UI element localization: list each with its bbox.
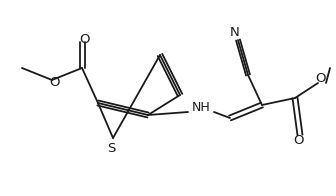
Text: O: O xyxy=(79,33,89,45)
Text: O: O xyxy=(293,133,303,146)
Text: N: N xyxy=(230,25,240,38)
Text: O: O xyxy=(49,75,59,89)
Text: S: S xyxy=(107,142,115,154)
Text: NH: NH xyxy=(192,101,210,113)
Text: O: O xyxy=(315,72,325,84)
